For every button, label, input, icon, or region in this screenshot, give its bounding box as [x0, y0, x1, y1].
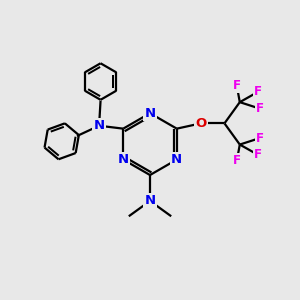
Text: F: F [256, 102, 264, 115]
Text: F: F [254, 85, 262, 98]
Text: F: F [233, 154, 241, 167]
Text: N: N [118, 153, 129, 166]
Text: O: O [195, 117, 206, 130]
Text: N: N [171, 153, 182, 166]
Text: N: N [94, 119, 105, 132]
Text: F: F [256, 132, 264, 145]
Text: N: N [144, 107, 156, 120]
Text: N: N [144, 194, 156, 207]
Text: F: F [233, 80, 241, 92]
Text: F: F [254, 148, 262, 161]
